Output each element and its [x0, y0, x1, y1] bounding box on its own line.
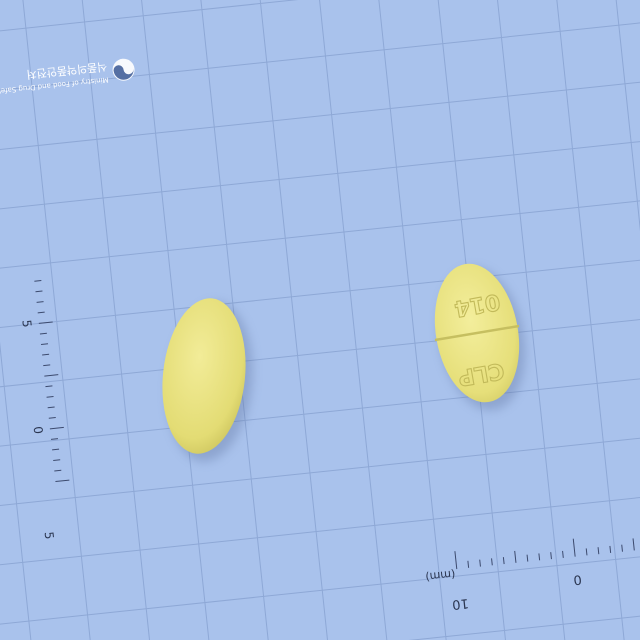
grid-line-vertical [79, 0, 159, 640]
grid-line-horizontal [0, 371, 640, 450]
grid-line-vertical [490, 0, 570, 640]
ruler-tick [55, 479, 70, 483]
ruler-tick [46, 395, 54, 398]
ruler-tick [50, 438, 59, 440]
tablet-front [162, 298, 253, 462]
scale-unit-label: (mm) [425, 567, 456, 583]
tablet-score-line [434, 324, 520, 342]
grid-line-horizontal [0, 195, 640, 274]
tablet-back: 014 CLP [434, 263, 526, 411]
grid-line-horizontal [0, 429, 640, 509]
ruler-tick [45, 385, 53, 388]
ruler-tick [52, 448, 60, 451]
grid-line-vertical [549, 0, 628, 640]
ruler-tick [49, 426, 64, 430]
ruler-tick [538, 553, 541, 561]
ruler-tick [48, 417, 56, 419]
ruler-tick [572, 538, 576, 557]
grid-line-vertical [256, 0, 335, 640]
grid-line-horizontal [0, 0, 640, 39]
grid-line-horizontal [0, 19, 640, 98]
scale-label-ten: 10 [451, 595, 469, 612]
grid-line-horizontal [0, 312, 640, 391]
ruler-tick [479, 559, 481, 567]
ruler-tick [36, 301, 44, 303]
grid-line-vertical [0, 0, 41, 640]
ruler-tick [34, 280, 42, 282]
grid-line-vertical [21, 0, 100, 640]
grid-line-horizontal [0, 488, 640, 567]
ruler-tick [35, 290, 43, 293]
ruler-tick [632, 538, 635, 551]
ruler-tick [585, 548, 588, 556]
scale-label-five-bottom: 5 [42, 531, 57, 540]
grid-line-horizontal [0, 253, 640, 333]
ruler-tick [53, 459, 61, 461]
grid-line-vertical [373, 0, 452, 640]
scale-label-zero-bottom: 0 [573, 571, 583, 587]
ruler-tick [526, 554, 529, 562]
ruler-tick [454, 551, 458, 570]
grid-line-horizontal [0, 77, 640, 157]
ruler-tick [491, 558, 493, 566]
tablet-front-body [162, 298, 246, 454]
ruler-tick [37, 311, 45, 314]
ruler-tick [550, 552, 552, 560]
grid-line-horizontal [0, 547, 640, 626]
ruler-tick [514, 550, 517, 563]
scale-ticks [34, 280, 635, 570]
scale-label-zero-left: 0 [31, 426, 46, 435]
left-scale: 5 0 5 [19, 319, 56, 540]
ruler-tick [502, 557, 505, 565]
ruler-tick [40, 343, 49, 345]
ruler-tick [562, 550, 564, 558]
ruler-tick [47, 406, 55, 409]
ruler-tick [38, 321, 53, 324]
ruler-tick [42, 353, 50, 356]
ruler-tick [43, 364, 51, 367]
scale-label-five-top: 5 [19, 319, 34, 328]
bottom-scale: 0 10 (mm) [425, 567, 583, 612]
grid-line-vertical [314, 0, 394, 640]
ruler-tick [621, 544, 623, 552]
ruler-tick [54, 469, 62, 472]
logo-emblem-swirl [113, 65, 134, 80]
ruler-tick [44, 374, 59, 377]
ruler-tick [467, 560, 470, 568]
ruler-tick [609, 545, 612, 553]
ruler-tick [597, 547, 600, 555]
grid-line-vertical [608, 0, 640, 640]
ruler-tick [39, 332, 47, 335]
grid-line-horizontal [0, 605, 640, 640]
grid-line-horizontal [0, 136, 640, 215]
